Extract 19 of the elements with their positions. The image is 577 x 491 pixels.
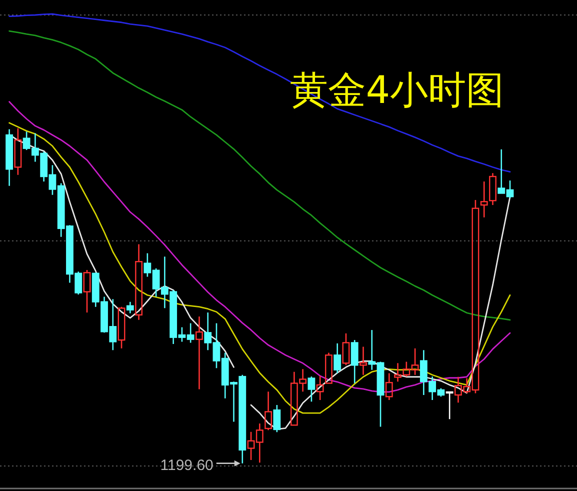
candlestick bbox=[6, 128, 14, 187]
candlestick bbox=[334, 342, 342, 374]
candlestick bbox=[350, 339, 358, 384]
candlestick bbox=[316, 375, 324, 401]
candlestick bbox=[342, 332, 350, 366]
candlestick bbox=[308, 376, 316, 402]
candlestick bbox=[118, 306, 126, 350]
candlestick bbox=[489, 172, 496, 206]
candlestick bbox=[325, 352, 332, 384]
annotation: 1199.60 bbox=[160, 456, 214, 474]
candlestick bbox=[135, 244, 142, 321]
candlestick bbox=[360, 346, 367, 376]
candlestick bbox=[264, 390, 272, 431]
candlestick bbox=[14, 128, 22, 176]
candlestick bbox=[446, 391, 454, 420]
candlestick bbox=[480, 180, 488, 218]
candlestick bbox=[385, 372, 393, 401]
candlestick bbox=[196, 316, 203, 390]
candlestick bbox=[83, 269, 91, 314]
